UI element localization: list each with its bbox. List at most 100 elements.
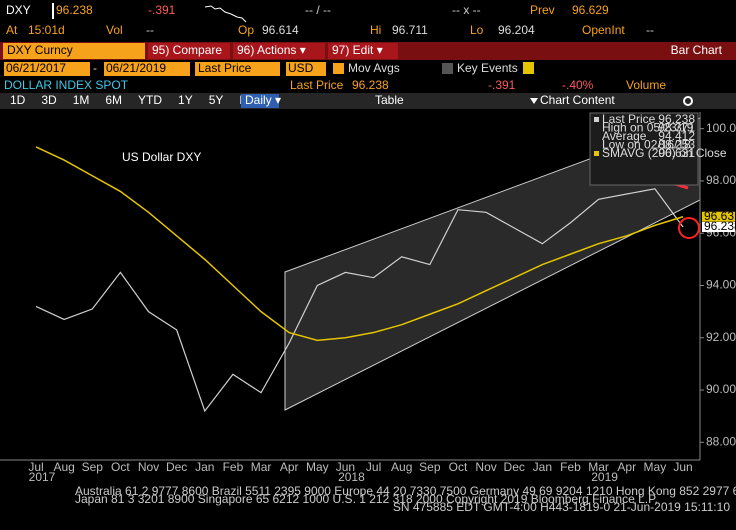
security: DXY Curncy [7,43,73,57]
change: -.391 [148,3,176,17]
info-icon[interactable] [523,62,534,74]
legend-value: 88.253 [658,138,695,152]
x-tick-label: Jun [336,460,355,474]
prev-label: Prev [530,3,555,17]
x-tick-label: May [644,460,667,474]
oi: -- [646,23,654,37]
y-tick-label: 98.000 [706,173,736,187]
x-tick-label: Jun [673,460,692,474]
currency-text: USD [288,61,314,75]
hi: 96.711 [392,23,428,37]
year-label: 2018 [338,470,365,484]
ticker: DXY [6,3,31,17]
freq-label: Daily ▾ [245,93,281,107]
security-box[interactable] [3,43,145,59]
vol-label: Vol [106,23,123,37]
period-tab[interactable]: 1Y [178,93,193,107]
legend-swatch [594,151,599,156]
legend-label: Low on 02/16/18 [602,138,691,152]
edit-button[interactable] [328,43,398,59]
price: 96.238 [56,3,93,17]
volume-ratio: -- / -- [305,3,331,17]
x-tick-label: Nov [138,460,159,474]
footer-line: Japan 81 3 3201 8900 Singapore 65 6212 1… [75,492,658,506]
compare-button[interactable] [148,43,230,59]
x-tick-label: Nov [475,460,496,474]
view-label: Bar Chart [671,43,723,57]
legend-value: 96.631 [658,146,695,160]
y-tick-label: 94.000 [706,278,736,292]
y-tick-label: 100.000 [706,121,736,135]
footer-line: SN 475885 EDT GMT-4:00 H443-1819-0 21-Ju… [393,500,730,514]
period-tab[interactable]: 6M [105,93,122,107]
x-tick-label: Jan [195,460,214,474]
period-tab[interactable]: 5Y [209,93,224,107]
x-tick-label: Aug [391,460,412,474]
actions-label: 96) Actions ▾ [237,43,306,57]
oi-label: OpenInt [582,23,625,37]
x-tick-label: Oct [449,460,468,474]
date-dash: - [93,61,97,75]
chart-title: US Dollar DXY [122,150,201,164]
legend-label: Average [602,129,647,143]
y-tick-label: 92.000 [706,330,736,344]
footer-line: Australia 61 2 9777 8600 Brazil 5511 239… [75,484,736,498]
content-label[interactable]: Chart Content [540,93,615,107]
series-line [35,188,684,413]
freq-tab[interactable] [241,94,279,108]
period-tab[interactable]: 1M [73,93,90,107]
last-label: Last Price [290,78,344,92]
legend-label: Last Price [602,112,656,126]
end-date[interactable] [104,62,190,76]
last: 96.238 [352,78,389,92]
mov-avgs-check[interactable] [333,63,344,74]
y-tick-label: 90.000 [706,382,736,396]
period-tab[interactable]: 1D [10,93,26,107]
key-events-check[interactable] [442,63,453,74]
x-tick-label: Jul [28,460,43,474]
x-tick-label: Apr [280,460,299,474]
legend-value: 94.412 [658,129,695,143]
highlight-circle [678,217,700,239]
key-events: Key Events [457,61,518,75]
last-price-label: 96.238 [704,219,736,233]
field-select[interactable] [195,62,280,76]
series-line [35,146,684,342]
compare-label: 95) Compare [152,43,222,57]
volume-label: Volume [626,78,666,92]
y-tick-label: 88.000 [706,434,736,448]
prev: 96.629 [572,3,609,17]
legend-swatch [594,117,599,122]
actions-button[interactable] [233,43,325,59]
x-tick-label: Apr [617,460,636,474]
vol: -- [146,23,154,37]
tab-bar [0,93,736,109]
x-tick-label: Mar [588,460,609,474]
field-text: Last Price [198,61,252,75]
x-tick-label: Jul [366,460,381,474]
currency-select[interactable] [286,62,326,76]
gear[interactable] [683,96,693,106]
period-tab[interactable]: 3D [41,93,57,107]
legend-box [589,112,699,186]
end-date-text: 06/21/2019 [106,61,166,75]
security-name: DOLLAR INDEX SPOT [4,78,129,92]
legend-value: 96.238 [658,112,695,126]
x-tick-label: Feb [223,460,244,474]
cursor [52,3,54,19]
x-tick-label: Oct [111,460,130,474]
year-label: 2017 [29,470,56,484]
x-tick-label: Dec [504,460,525,474]
x-tick-label: Dec [166,460,187,474]
period-tab[interactable]: YTD [138,93,162,107]
start-date[interactable] [4,62,90,76]
sma-price-label: 96.631 [704,209,736,223]
table-label[interactable]: Table [375,93,404,107]
at-label: At [6,23,18,37]
lo-label: Lo [470,23,484,37]
edit-label: 97) Edit ▾ [332,43,383,57]
x-tick-label: Feb [560,460,581,474]
time: 15:01d [28,23,65,37]
legend-label: High on 05/23/19 [602,121,694,135]
